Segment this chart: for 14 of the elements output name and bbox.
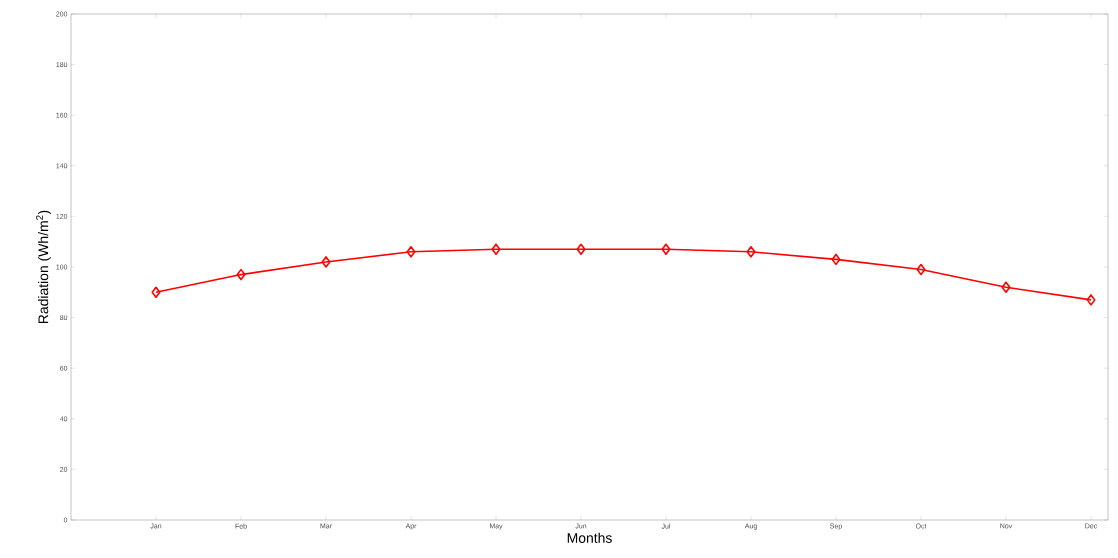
point	[661, 243, 671, 256]
y-axis-title: Radiation (Wh/m$^{2}$)	[36, 210, 52, 324]
point	[406, 246, 416, 258]
point	[321, 256, 331, 268]
point	[576, 243, 586, 256]
point	[491, 243, 501, 256]
point	[1001, 281, 1011, 294]
point	[236, 268, 246, 281]
point	[916, 263, 926, 276]
point	[151, 286, 161, 299]
point	[1086, 294, 1096, 306]
point	[831, 253, 841, 266]
x-axis-title: Months	[567, 532, 612, 543]
point	[746, 246, 756, 258]
